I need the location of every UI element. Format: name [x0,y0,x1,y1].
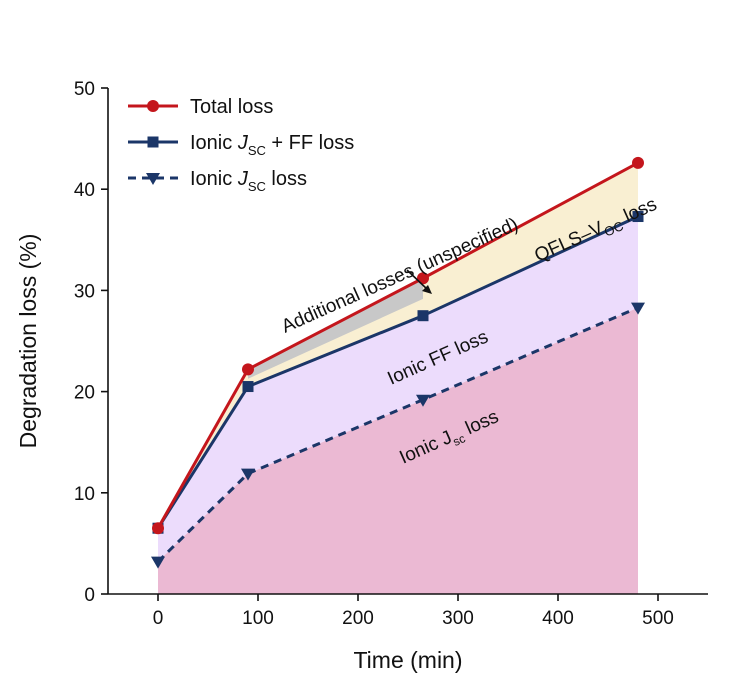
x-tick-label: 200 [342,608,374,629]
y-tick-label: 10 [74,484,95,505]
y-tick-label: 40 [74,180,95,201]
legend-item-2: Ionic JSC + FF loss [128,132,354,158]
series-ionic-jsc-ff-loss-point [632,211,644,223]
qfls-sub: OC [602,218,626,240]
legend-label-italic: J [237,132,249,154]
legend-label-sub: SC [248,143,266,158]
series-ionic-jsc-loss [151,302,645,569]
series-group [151,156,645,569]
series-ionic-jsc-ff-loss-point [417,310,429,322]
legend-label: Ionic JSC loss [190,168,307,194]
series-ionic-jsc-ff-loss-line [156,215,639,530]
shaded-regions [158,162,638,594]
series-total-loss-point [242,363,254,376]
series-ionic-jsc-loss-point [151,556,165,569]
legend-label-rest: + FF loss [266,132,354,154]
legend-label: Total loss [190,96,273,118]
legend-label: Ionic JSC + FF loss [190,132,354,158]
series-total-loss-point [152,522,164,535]
series-ionic-jsc-ff-loss-point [242,381,254,393]
legend-item-1: Total loss [128,96,273,118]
annotation-arrow [406,269,429,291]
y-tick-label: 30 [74,281,95,302]
series-ionic-jsc-loss-line [156,306,639,563]
region-qfls-voc-loss [158,162,638,529]
region-ionic-jsc-loss [158,307,638,594]
y-tick-label: 20 [74,383,95,404]
series-ionic-jsc-loss-point [631,302,645,315]
legend-label-base: Ionic [190,132,238,154]
legend-label-base: Ionic [190,168,238,190]
x-tick-label: 100 [242,608,274,629]
y-axis-title: Degradation loss (%) [15,234,41,449]
jsc-sub: sc [451,431,468,449]
legend-marker [147,136,159,148]
legend-label-italic: J [237,168,249,190]
legend-marker [146,173,160,185]
x-axis-title: Time (min) [353,647,462,673]
x-tick-label: 400 [542,608,574,629]
x-tick-label: 300 [442,608,474,629]
region-additional-losses [248,278,423,379]
annotation-arrowhead [422,285,432,294]
series-ionic-jsc-loss-point [416,394,430,407]
series-total-loss [152,156,644,535]
x-tick-label: 500 [642,608,674,629]
legend-item-3: Ionic JSC loss [128,168,307,194]
series-ionic-jsc-loss-point [241,468,255,481]
legend-label-rest: loss [266,168,307,190]
y-tick-label: 50 [74,79,95,100]
x-tick-label: 0 [153,608,164,629]
legend-marker [147,100,159,112]
series-total-loss-point [632,156,644,169]
series-total-loss-point [417,272,429,285]
legend-label-sub: SC [248,179,266,194]
y-tick-label: 0 [84,585,95,606]
series-total-loss-line [156,161,639,529]
region-ionic-ff-loss [158,216,638,562]
